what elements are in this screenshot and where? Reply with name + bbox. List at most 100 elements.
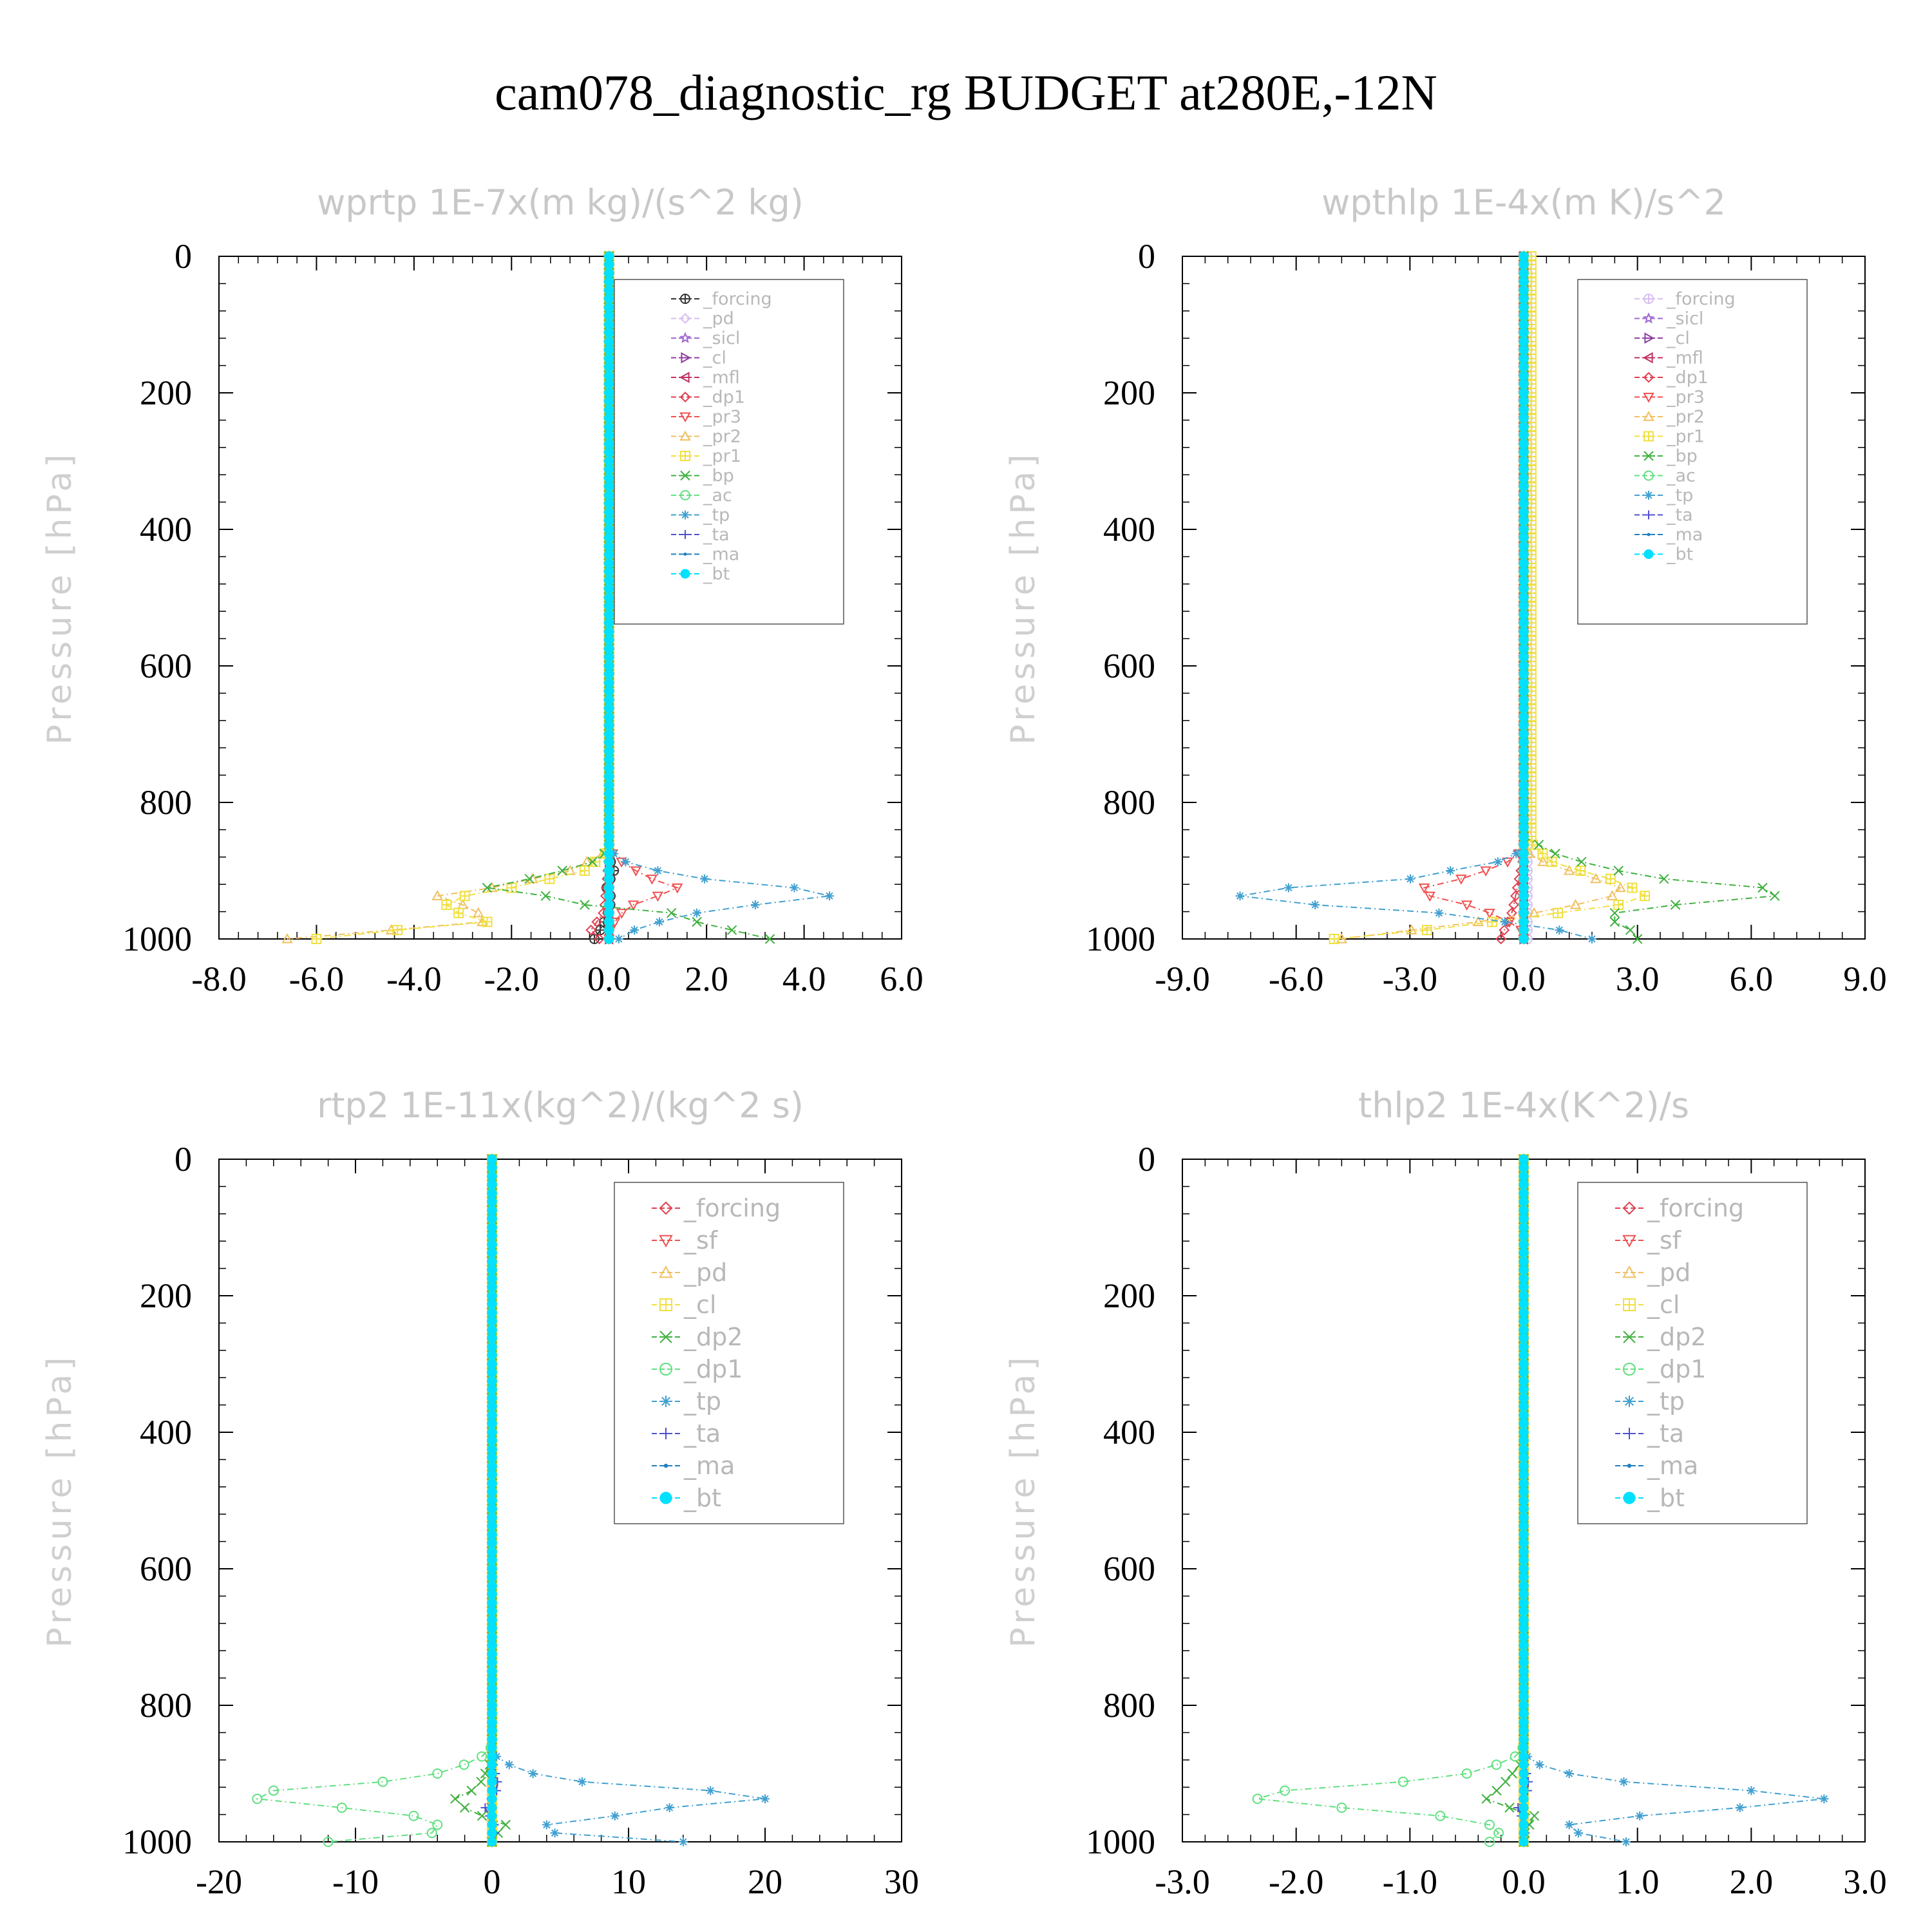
series-point [1405, 874, 1415, 884]
series-point [487, 1461, 497, 1472]
series-point [1519, 815, 1529, 824]
series-dp1 [1252, 1154, 1529, 1847]
series-point [1519, 763, 1529, 773]
series-point [1519, 754, 1529, 764]
series-point [1491, 1759, 1502, 1770]
series-point [1519, 405, 1529, 415]
series-point [487, 1418, 497, 1428]
series-point [487, 1547, 497, 1557]
series-point [604, 294, 614, 304]
series-bt [487, 1154, 497, 1847]
series-point [1519, 430, 1529, 440]
x-tick-label: 3.0 [1843, 1862, 1887, 1901]
x-tick-label: 0 [484, 1862, 501, 1901]
series-point [1635, 1811, 1645, 1821]
series-point [487, 1555, 497, 1565]
series-point [487, 1657, 497, 1667]
series-point [450, 1794, 460, 1804]
series-point [487, 1206, 497, 1215]
y-tick-label: 800 [140, 783, 192, 822]
y-axis-label: Pressure [hPa] [1004, 451, 1043, 745]
x-tick-label: 6.0 [1730, 960, 1774, 998]
series-point [1519, 576, 1529, 585]
series-point [1519, 857, 1529, 867]
series-point [408, 1810, 419, 1821]
series-point [604, 422, 614, 432]
series-point [1519, 1427, 1529, 1437]
series-point [1519, 371, 1529, 381]
series-point [1519, 900, 1529, 910]
series-point [487, 1410, 497, 1420]
y-tick-label: 1000 [1086, 1823, 1155, 1861]
x-tick-label: 30 [884, 1862, 919, 1901]
series-point [1507, 1768, 1518, 1779]
legend-label: _sicl [703, 328, 740, 348]
series-point [1519, 934, 1529, 944]
y-tick-label: 1000 [122, 920, 192, 958]
series-point [1519, 515, 1529, 526]
series-point [1519, 1547, 1529, 1557]
series-point [1519, 644, 1529, 654]
series-point [1535, 1760, 1544, 1770]
series-pr2 [281, 250, 615, 943]
legend-label: _tp [703, 506, 730, 526]
legend-label: _sf [1647, 1226, 1682, 1255]
series-point [487, 1213, 497, 1224]
y-tick-label: 600 [140, 647, 192, 685]
series-point [604, 567, 614, 577]
series-point [1519, 1393, 1529, 1403]
series-point [1519, 1734, 1529, 1745]
series-point [1519, 1274, 1529, 1283]
series-point [487, 1683, 497, 1693]
panels: wprtp 1E-7x(m kg)/(s^2 kg) Pressure [hPa]… [41, 182, 1887, 1901]
series-point [564, 864, 576, 875]
series-point [1519, 1265, 1529, 1275]
series-point [604, 319, 614, 330]
series-point [487, 1530, 497, 1540]
series-point [604, 788, 614, 799]
legend-label: _pd [1647, 1258, 1690, 1287]
series-point [1519, 310, 1529, 321]
x-tick-label: 6.0 [880, 960, 923, 998]
series-point [1519, 891, 1529, 901]
y-tick-label: 400 [140, 510, 192, 549]
series-point [1519, 917, 1529, 927]
series-point [604, 857, 614, 867]
series-point [466, 1785, 477, 1796]
series-point [487, 1606, 497, 1616]
series-point [487, 1632, 497, 1642]
series-point [1622, 1837, 1631, 1846]
series-point [1519, 1649, 1529, 1659]
series-point [432, 1819, 443, 1830]
series-point [311, 934, 322, 944]
series-point [1519, 1495, 1529, 1506]
series-point [1625, 925, 1636, 935]
series-point [1519, 1162, 1529, 1173]
series-point [604, 652, 614, 662]
series-point [1500, 917, 1510, 927]
series-point [1519, 797, 1529, 808]
plot-frame [218, 256, 902, 940]
series-point [1519, 498, 1529, 509]
series-point [1519, 481, 1529, 491]
series-point [604, 686, 614, 696]
series-point [1519, 703, 1529, 714]
series-point [1519, 328, 1529, 338]
series-point [1519, 1291, 1529, 1301]
series-point [604, 883, 614, 893]
series-point [487, 1718, 497, 1727]
series-point [487, 1777, 497, 1787]
series-point [604, 720, 614, 730]
series-point [604, 806, 614, 816]
series-point [1519, 1282, 1529, 1292]
series-point [666, 908, 677, 918]
x-tick-label: 9.0 [1843, 960, 1887, 998]
x-tick-label: 2.0 [1730, 1862, 1774, 1901]
series-point [1519, 337, 1529, 346]
x-tick-label: 4.0 [782, 960, 826, 998]
series-point [1519, 1657, 1529, 1667]
legend: _forcing_pd_sicl_cl_mfl_dp1_pr3_pr2_pr1_… [614, 279, 844, 625]
series-point [487, 1367, 497, 1378]
series-point [604, 601, 614, 611]
series-point [1519, 456, 1529, 466]
